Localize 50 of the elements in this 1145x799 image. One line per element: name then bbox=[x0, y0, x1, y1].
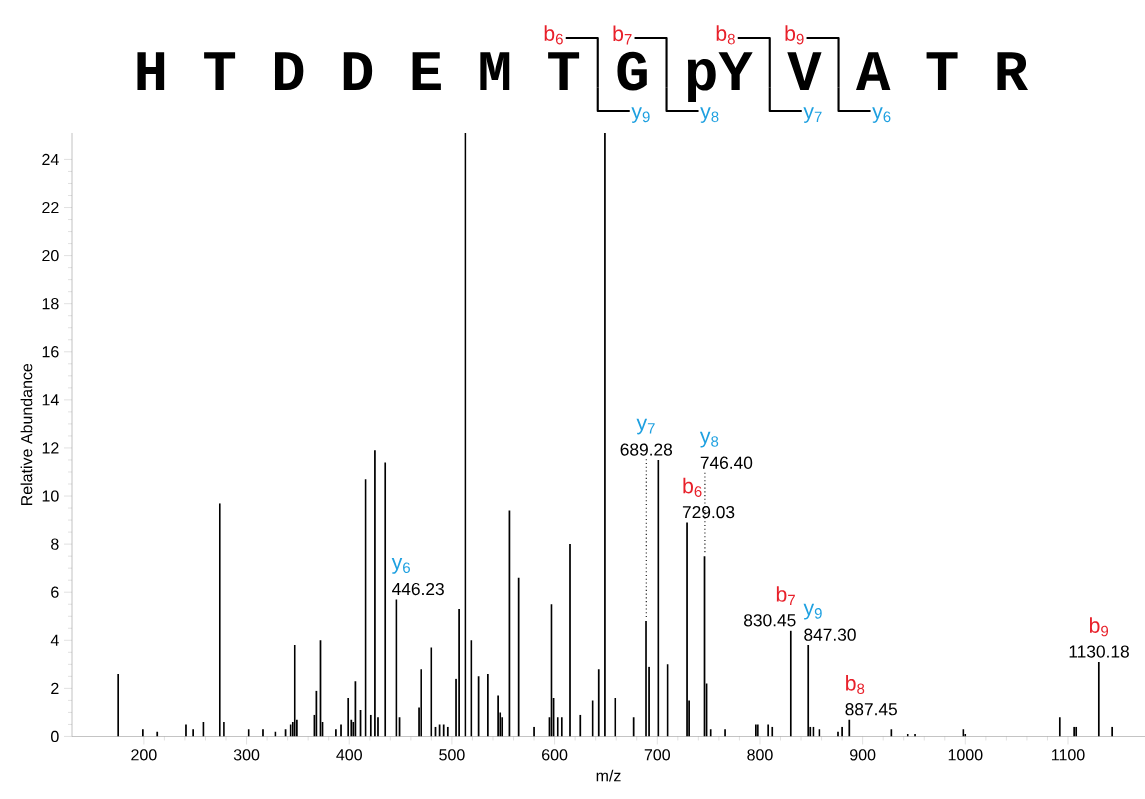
annotation: 446.23 bbox=[392, 582, 444, 596]
text: y$_{6}$ bbox=[872, 107, 891, 123]
y-axis-title: Relative Abundance bbox=[20, 363, 33, 506]
annotation: y$_{9}$ bbox=[803, 603, 822, 620]
y-tick-label: 22 bbox=[42, 201, 59, 214]
annotation: 729.03 bbox=[682, 505, 735, 519]
x-tick-label: 300 bbox=[233, 749, 260, 761]
y-tick-label: 4 bbox=[50, 634, 59, 646]
y-tick-label: 8 bbox=[51, 538, 59, 550]
annotation: b$_{8}$ bbox=[846, 674, 865, 695]
annotation: 830.45 bbox=[744, 614, 796, 627]
annotation: y$_{7}$ bbox=[636, 418, 655, 435]
x-tick-label: 200 bbox=[131, 749, 157, 761]
y-tick-label: 14 bbox=[42, 394, 59, 406]
x-tick-label: 1100 bbox=[1052, 749, 1085, 761]
y-tick-label: 10 bbox=[42, 490, 59, 502]
annotation: 1130.18 bbox=[1069, 645, 1129, 658]
y-tick-label: 16 bbox=[42, 346, 59, 358]
x-tick-label: 700 bbox=[644, 749, 671, 761]
text: b$_{6}$ bbox=[544, 25, 563, 45]
text: b$_{7}$ bbox=[613, 25, 632, 45]
text: y$_{9}$ bbox=[631, 107, 650, 123]
annotation: 887.45 bbox=[845, 703, 897, 716]
x-axis-title: m/z bbox=[596, 769, 621, 782]
annotation: b$_{9}$ bbox=[1089, 617, 1109, 637]
y-tick-label: 18 bbox=[42, 298, 59, 310]
annotation: 689.28 bbox=[620, 443, 673, 456]
text: b$_{9}$ bbox=[785, 25, 804, 45]
x-tick-label: 1000 bbox=[948, 749, 983, 761]
y-tick-label: 0 bbox=[51, 730, 59, 743]
annotation: y$_{8}$ bbox=[699, 431, 719, 448]
y-tick-label: 24 bbox=[42, 153, 59, 166]
text: y$_{7}$ bbox=[803, 107, 822, 123]
x-tick-label: 800 bbox=[747, 749, 773, 761]
annotation: 746.40 bbox=[700, 456, 753, 469]
text: y$_{8}$ bbox=[700, 107, 719, 123]
y-tick-label: 20 bbox=[42, 249, 59, 262]
x-tick-label: 500 bbox=[439, 749, 465, 761]
x-tick-label: 600 bbox=[542, 749, 568, 761]
y-tick-label: 6 bbox=[51, 586, 59, 598]
annotation: b$_{7}$ bbox=[776, 586, 795, 606]
annotation: 847.30 bbox=[804, 628, 856, 641]
x-tick-label: 900 bbox=[850, 749, 876, 761]
y-tick-label: 12 bbox=[42, 442, 59, 454]
chart-title: H T D D E M T G pY V A T R bbox=[137, 51, 1029, 102]
annotation: b$_{6}$ bbox=[683, 477, 702, 497]
text: b$_{8}$ bbox=[716, 25, 735, 45]
annotation: y$_{6}$ bbox=[391, 558, 410, 574]
y-tick-label: 2 bbox=[51, 682, 59, 694]
x-tick-label: 400 bbox=[336, 749, 362, 761]
